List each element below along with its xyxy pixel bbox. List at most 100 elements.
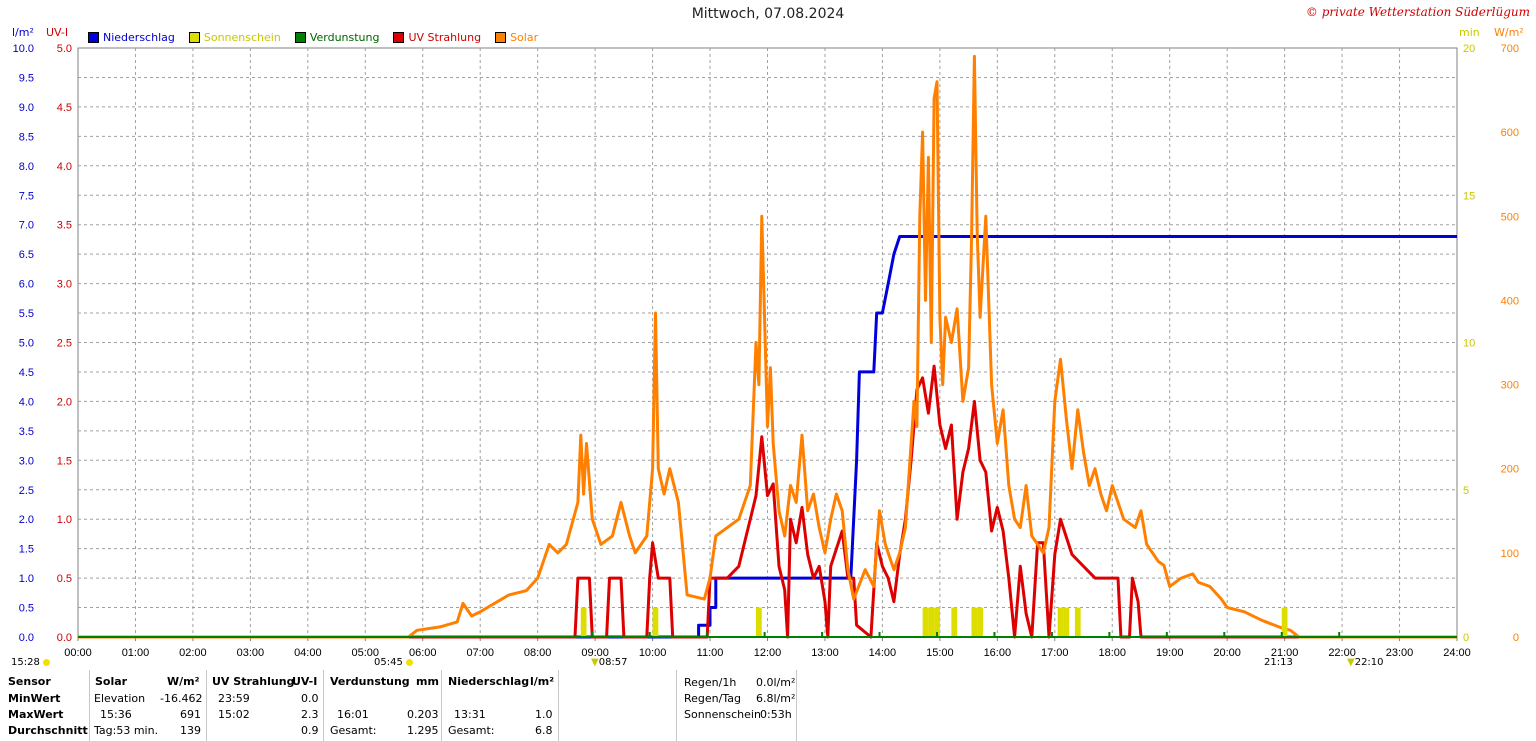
solar-max-time: 15:36 [100, 708, 132, 721]
tick-label-uv: 5.0 [57, 43, 72, 55]
solar-unit: W/m² [167, 675, 200, 688]
sunshine-bar [934, 607, 940, 637]
sunshine-bar [580, 607, 587, 637]
x-tick-label: 13:00 [811, 647, 839, 659]
tick-label-uv: 1.5 [57, 455, 72, 467]
x-tick-label: 22:00 [1328, 647, 1356, 659]
tick-label-rain: 1.5 [19, 544, 34, 556]
sunshine-bar [1074, 607, 1081, 637]
legend-item-uv: UV Strahlung [393, 31, 481, 44]
tick-label-sun: 10 [1463, 338, 1475, 350]
legend-item-verdunstung: Verdunstung [294, 31, 380, 44]
tick-label-uv: 4.0 [57, 161, 72, 173]
tick-label-rain: 6.0 [19, 279, 34, 291]
evap-unit: mm [416, 675, 439, 688]
tick-label-rain: 0.0 [19, 632, 34, 644]
moonrise-label: 15:28 [11, 657, 40, 668]
tick-label-rain: 5.5 [19, 308, 34, 320]
legend-item-sonnenschein: Sonnenschein [188, 31, 281, 44]
sunshine-bar [1063, 607, 1070, 637]
tick-label-rain: 3.5 [19, 426, 34, 438]
rain-max-time: 13:31 [454, 708, 486, 721]
x-tick-label: 11:00 [697, 647, 724, 659]
x-tick-label: 06:00 [409, 647, 437, 659]
weather-chart: 0.0 0.5 1.0 1.5 2.0 2.5 3.0 3.5 4.0 4.5 5.0 5.5 6.0 6… [13, 43, 1519, 659]
tick-label-solar: 200 [1501, 464, 1519, 476]
x-tick-label: 03:00 [237, 647, 265, 659]
tick-label-uv: 2.5 [57, 338, 72, 350]
summary-rain-day-val: 6.8l/m² [756, 692, 796, 705]
table-separator [323, 670, 324, 741]
marker-0857: ▼08:57 [591, 657, 628, 668]
solar-max-val: 691 [180, 708, 201, 721]
evap-avg-time: Gesamt: [330, 724, 377, 737]
x-tick-label: 16:00 [984, 647, 1012, 659]
uv-avg-val: 0.9 [301, 724, 319, 737]
tick-label-uv: 1.0 [57, 514, 72, 526]
tick-label-uv: 0.0 [57, 632, 72, 644]
x-tick-label: 10:00 [639, 647, 667, 659]
marker-0857-label: 08:57 [598, 657, 628, 668]
x-tick-label: 08:00 [524, 647, 552, 659]
solar-avg-time: Tag:53 min. [94, 724, 159, 737]
legend-item-niederschlag: Niederschlag [88, 31, 175, 44]
row-label-avg: Durchschnitt [8, 724, 88, 737]
tick-label-uv: 2.0 [57, 396, 72, 408]
marker-2210-label: 22:10 [1354, 657, 1384, 668]
row-label-sensor: Sensor [8, 675, 51, 688]
tick-label-rain: 10.0 [13, 43, 34, 55]
sunshine-bar [1057, 607, 1064, 637]
tick-label-uv: 3.0 [57, 279, 72, 291]
tick-label-rain: 4.5 [19, 367, 34, 379]
rain-header: Niederschlag [448, 675, 530, 688]
summary-rain-h-val: 0.0l/m² [756, 676, 796, 689]
x-tick-label: 20:00 [1213, 647, 1241, 659]
sunshine-bar [928, 607, 935, 637]
series-line-solar [78, 54, 1457, 639]
x-tick-label: 07:00 [466, 647, 494, 659]
tick-label-sun: 5 [1463, 485, 1469, 497]
unit-solar: W/m² [1494, 26, 1524, 39]
x-tick-label: 17:00 [1041, 647, 1069, 659]
rain-max-val: 1.0 [535, 708, 553, 721]
tick-label-rain: 8.5 [19, 131, 34, 143]
tick-label-solar: 700 [1501, 43, 1519, 55]
solar-min-val: -16.462 [160, 692, 203, 705]
evap-header: Verdunstung [330, 675, 410, 688]
table-separator [558, 670, 559, 741]
sunshine-bar [652, 607, 659, 637]
x-tick-label: 23:00 [1386, 647, 1414, 659]
tick-label-uv: 0.5 [57, 573, 72, 585]
x-tick-label: 15:00 [926, 647, 954, 659]
solar-avg-val: 139 [180, 724, 201, 737]
unit-rain: l/m² [12, 26, 34, 39]
rain-unit: l/m² [530, 675, 555, 688]
table-separator [206, 670, 207, 741]
tick-label-rain: 8.0 [19, 161, 34, 173]
x-tick-label: 01:00 [122, 647, 150, 659]
solar-header: Solar [95, 675, 128, 688]
x-tick-label: 14:00 [869, 647, 897, 659]
sunrise-mark: 05:45 [374, 657, 414, 668]
unit-sun: min [1459, 26, 1480, 39]
tick-label-rain: 5.0 [19, 338, 34, 350]
row-label-max: MaxWert [8, 708, 64, 721]
tick-label-solar: 100 [1501, 548, 1519, 560]
summary-rain-h-label: Regen/1h [684, 676, 737, 689]
table-separator [441, 670, 442, 741]
tick-label-uv: 3.5 [57, 220, 72, 232]
unit-uv: UV-I [46, 26, 69, 39]
tick-label-uv: 4.5 [57, 102, 72, 114]
legend-swatch-sonnenschein [188, 32, 200, 43]
evap-avg-val: 1.295 [407, 724, 439, 737]
x-tick-label: 18:00 [1098, 647, 1126, 659]
legend-label-uv: UV Strahlung [408, 31, 482, 44]
table-separator [796, 670, 797, 741]
triangle-icon: ▼ [591, 657, 599, 668]
legend-label-verdunstung: Verdunstung [309, 31, 380, 44]
tick-label-rain: 7.5 [19, 190, 34, 202]
x-tick-label: 00:00 [64, 647, 92, 659]
tick-label-sun: 0 [1463, 632, 1469, 644]
legend-swatch-solar [495, 32, 507, 43]
moonrise-mark: 15:28 [11, 657, 51, 668]
